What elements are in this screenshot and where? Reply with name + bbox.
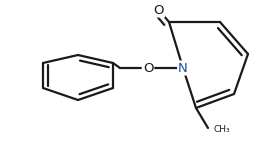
Text: O: O bbox=[143, 61, 153, 75]
Text: O: O bbox=[154, 3, 164, 16]
Text: N: N bbox=[178, 61, 188, 75]
Text: CH₃: CH₃ bbox=[214, 124, 231, 134]
